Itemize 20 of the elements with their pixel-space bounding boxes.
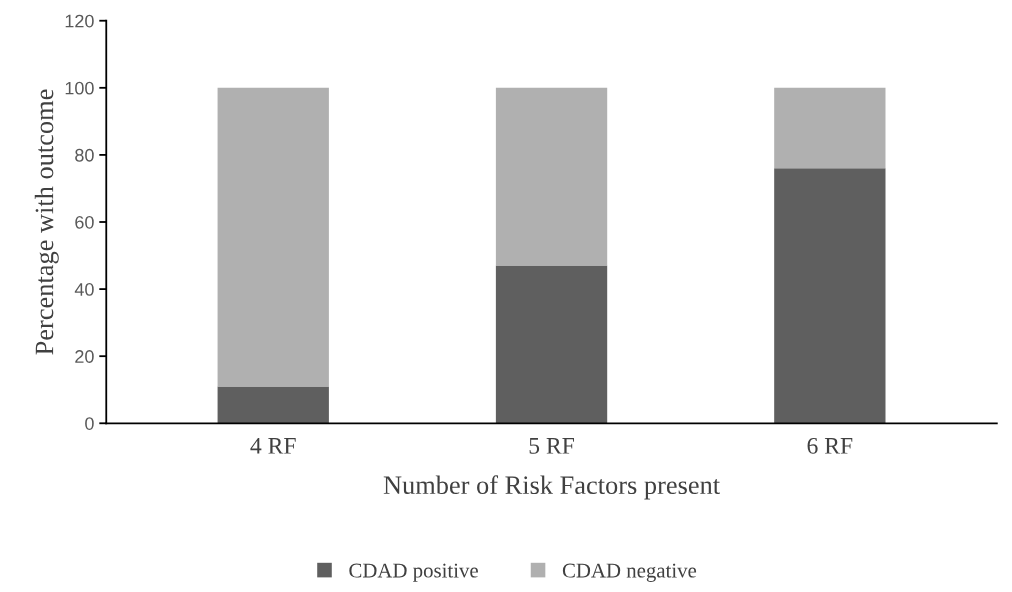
y-tick-label: 40 — [74, 283, 94, 296]
y-tick-label: 20 — [75, 350, 94, 363]
x-axis-title: Number of Risk Factors present — [383, 475, 720, 500]
x-tick-label: 4 RF — [250, 438, 296, 454]
bar — [217, 87, 329, 387]
legend-label: CDAD positive — [349, 563, 478, 582]
bar — [217, 386, 329, 424]
bar — [774, 87, 886, 169]
legend-label: CDAD negative — [562, 563, 697, 582]
y-tick-label: 120 — [65, 14, 94, 28]
y-tick-label: 100 — [65, 81, 94, 95]
bar — [495, 265, 608, 424]
x-tick-label: 5 RF — [529, 438, 574, 454]
y-tick-label: 0 — [85, 417, 94, 430]
y-axis-title: Percentage with outcome — [34, 89, 59, 355]
y-tick-label: 80 — [75, 148, 94, 162]
bar — [495, 87, 608, 266]
bar — [774, 168, 886, 424]
x-tick-label: 6 RF — [807, 437, 853, 454]
y-tick-label: 60 — [75, 215, 94, 229]
